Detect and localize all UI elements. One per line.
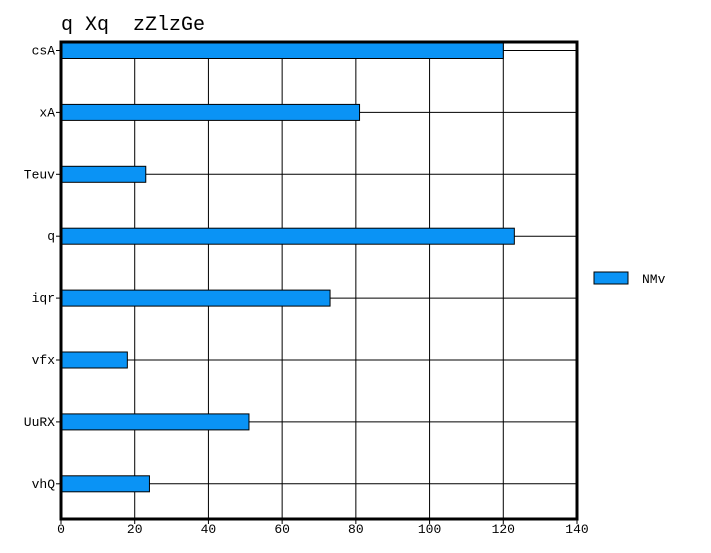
x-tick-label: 0 <box>57 522 65 537</box>
y-tick-label: vfx <box>32 353 56 368</box>
x-tick-label: 20 <box>127 522 143 537</box>
bar-UuRX <box>60 413 250 431</box>
x-tick-label: 60 <box>274 522 290 537</box>
x-tick-label: 120 <box>492 522 515 537</box>
x-tick-label: 40 <box>201 522 217 537</box>
bar-xA <box>60 103 361 121</box>
y-tick-label: iqr <box>32 291 55 306</box>
x-tick-label: 140 <box>565 522 588 537</box>
bar-csA <box>60 42 504 59</box>
y-tick-label: UuRX <box>24 415 55 430</box>
y-tick-label: q <box>47 229 55 244</box>
legend: NMv <box>593 271 666 287</box>
legend-swatch <box>593 271 629 285</box>
bar-iqr <box>60 289 331 307</box>
bar-q <box>60 227 515 245</box>
y-axis-ticks: csA xA Teuv q iqr vfx UuRX vhQ <box>24 44 61 492</box>
bars <box>60 42 515 493</box>
bar-Teuv <box>60 165 147 183</box>
plot-frame <box>59 40 579 521</box>
y-tick-label: xA <box>39 105 55 120</box>
x-tick-label: 100 <box>418 522 441 537</box>
x-axis-ticks: 0 20 40 60 80 100 120 140 <box>57 519 589 537</box>
chart-title: q Xq zZlzGe <box>61 14 205 37</box>
bar-vfx <box>60 351 128 369</box>
y-tick-label: csA <box>32 44 56 59</box>
x-tick-label: 80 <box>348 522 364 537</box>
y-tick-label: Teuv <box>24 167 55 182</box>
y-tick-label: vhQ <box>32 477 56 492</box>
legend-label: NMv <box>642 272 666 287</box>
bar-vhQ <box>60 475 150 493</box>
